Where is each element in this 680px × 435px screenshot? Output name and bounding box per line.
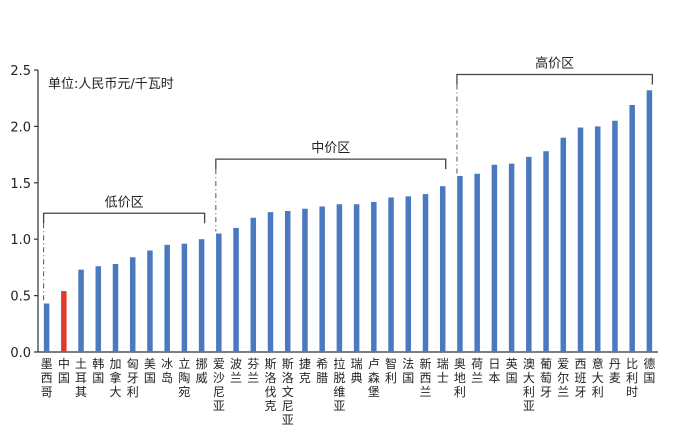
x-tick-label: 英国	[506, 357, 518, 385]
bar	[508, 163, 515, 352]
bar	[353, 204, 360, 352]
zone-bracket	[42, 212, 206, 224]
x-tick-label: 波兰	[230, 357, 242, 385]
bar	[233, 227, 239, 352]
x-tick-label: 比利时	[626, 357, 638, 399]
bar	[646, 90, 653, 353]
x-tick-label: 法国	[402, 357, 414, 385]
bar	[284, 211, 291, 352]
bar	[577, 127, 584, 352]
x-tick-label: 芬兰	[247, 357, 259, 385]
x-tick-label: 斯洛文尼亚	[282, 357, 294, 427]
bar	[78, 269, 84, 352]
bar	[129, 257, 136, 352]
x-tick-label: 挪威	[196, 357, 208, 385]
x-tick-label: 丹麦	[609, 357, 621, 385]
zone-label: 中价区	[311, 141, 350, 156]
y-tick-label: 1.5	[10, 177, 31, 192]
bar	[250, 217, 257, 352]
bar	[164, 244, 170, 352]
bar	[491, 164, 498, 352]
x-tick-label: 瑞典	[351, 357, 363, 385]
x-tick-label: 葡萄牙	[540, 357, 552, 399]
zone-label: 低价区	[105, 195, 144, 210]
bar	[422, 194, 429, 352]
bar	[336, 204, 343, 352]
x-tick-label: 斯洛伐克	[264, 357, 276, 413]
bar	[267, 212, 274, 352]
x-tick-label: 德国	[643, 356, 655, 385]
bar	[43, 303, 50, 352]
x-tick-label: 爱尔兰	[557, 357, 569, 399]
x-tick-label: 奥地利	[454, 357, 466, 399]
x-tick-label: 西班牙	[574, 357, 586, 399]
bar	[302, 208, 308, 352]
bar	[612, 120, 618, 352]
bar	[61, 291, 67, 352]
x-tick-label: 美国	[144, 357, 156, 385]
bar	[198, 239, 205, 352]
y-tick-label: 2.5	[10, 64, 31, 79]
x-tick-label: 澳大利亚	[523, 357, 535, 413]
x-tick-label: 匈牙利	[127, 357, 139, 399]
x-tick-label: 智利	[385, 356, 397, 385]
x-tick-label: 瑞士	[437, 357, 449, 385]
x-tick-label: 新西兰	[419, 356, 431, 399]
bar	[319, 206, 325, 352]
unit-label: 单位:人民币元/千瓦时	[48, 77, 174, 92]
x-tick-label: 韩国	[92, 356, 104, 385]
bar	[405, 196, 412, 352]
x-tick-label: 爱沙尼亚	[213, 357, 225, 413]
x-tick-label: 日本	[488, 357, 500, 385]
category-labels: 墨西哥中国土耳其韩国加拿大匈牙利美国冰岛立陶宛挪威爱沙尼亚波兰芬兰斯洛伐克斯洛文…	[41, 356, 656, 427]
x-tick-label: 卢森堡	[368, 356, 380, 399]
x-tick-label: 希腊	[316, 356, 328, 385]
bar	[543, 151, 549, 352]
bar	[95, 266, 102, 352]
zone-bracket	[215, 158, 447, 170]
bar	[112, 264, 119, 352]
bars	[43, 90, 653, 353]
bar	[371, 201, 377, 352]
x-tick-label: 加拿大	[109, 357, 121, 399]
bar	[474, 173, 480, 352]
bar	[457, 176, 463, 352]
x-tick-label: 冰岛	[161, 357, 173, 385]
y-tick-label: 1.0	[10, 233, 31, 248]
x-tick-label: 中国	[58, 356, 70, 385]
zone-bracket	[456, 73, 654, 85]
bar	[439, 186, 446, 352]
bar	[181, 243, 188, 352]
bar	[560, 137, 567, 352]
y-tick-label: 0.0	[10, 346, 31, 361]
price-zone-brackets: 低价区 中价区 高价区	[42, 56, 654, 302]
axes: 0.0 0.5 1.0 1.5 2.0 2.5	[10, 64, 658, 361]
bar	[147, 250, 153, 352]
y-tick-label: 2.0	[10, 120, 31, 135]
bar	[629, 104, 635, 352]
bar	[594, 126, 601, 353]
x-tick-label: 捷克	[299, 357, 311, 385]
zone-label: 高价区	[535, 56, 574, 72]
x-tick-label: 土耳其	[75, 357, 87, 399]
x-tick-label: 意大利	[592, 356, 604, 399]
x-tick-label: 立陶宛	[178, 356, 190, 399]
y-tick-label: 0.5	[10, 290, 31, 305]
bar	[216, 233, 222, 352]
x-tick-label: 拉脱维亚	[333, 356, 345, 413]
x-tick-label: 荷兰	[471, 357, 483, 385]
bar	[526, 156, 532, 352]
bar	[388, 197, 394, 352]
x-tick-label: 墨西哥	[41, 357, 53, 399]
